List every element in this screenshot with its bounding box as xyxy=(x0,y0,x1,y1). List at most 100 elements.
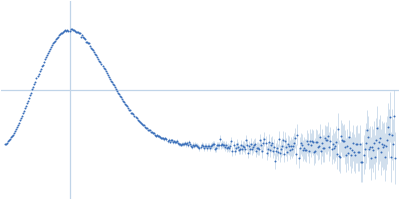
Point xyxy=(111,83,117,87)
Point xyxy=(357,143,364,146)
Point xyxy=(264,147,271,150)
Point xyxy=(34,75,41,78)
Point xyxy=(74,30,80,33)
Point xyxy=(194,144,201,147)
Point xyxy=(28,91,34,94)
Point xyxy=(142,125,148,129)
Point xyxy=(125,106,132,109)
Point xyxy=(176,142,182,146)
Point xyxy=(305,143,311,146)
Point xyxy=(136,120,142,123)
Point xyxy=(42,55,49,58)
Point xyxy=(281,152,287,155)
Point xyxy=(36,69,43,72)
Point xyxy=(234,142,240,145)
Point xyxy=(229,150,236,153)
Point xyxy=(236,148,242,151)
Point xyxy=(170,140,177,143)
Point xyxy=(298,143,305,147)
Point xyxy=(134,118,141,121)
Point xyxy=(108,79,114,82)
Point xyxy=(261,137,268,140)
Point xyxy=(127,109,134,112)
Point xyxy=(371,141,377,144)
Point xyxy=(304,140,310,143)
Point xyxy=(214,144,220,147)
Point xyxy=(251,143,257,147)
Point xyxy=(115,92,121,95)
Point xyxy=(68,28,75,31)
Point xyxy=(390,143,397,146)
Point xyxy=(116,93,122,96)
Point xyxy=(70,28,77,32)
Point xyxy=(274,146,280,149)
Point xyxy=(336,154,342,157)
Point xyxy=(247,147,253,150)
Point xyxy=(198,143,205,146)
Point xyxy=(302,148,308,151)
Point xyxy=(221,144,228,147)
Point xyxy=(388,156,394,159)
Point xyxy=(200,146,207,150)
Point xyxy=(349,148,355,152)
Point xyxy=(126,108,132,112)
Point xyxy=(242,147,248,150)
Point xyxy=(64,29,71,32)
Point xyxy=(31,83,38,86)
Point xyxy=(14,125,20,128)
Point xyxy=(230,143,237,147)
Point xyxy=(156,135,162,138)
Point xyxy=(172,140,179,143)
Point xyxy=(122,103,128,106)
Point xyxy=(56,33,62,37)
Point xyxy=(253,149,260,152)
Point xyxy=(27,93,34,96)
Point xyxy=(148,131,154,134)
Point xyxy=(338,135,344,138)
Point xyxy=(321,147,328,150)
Point xyxy=(16,121,22,125)
Point xyxy=(294,133,301,136)
Point xyxy=(268,142,275,145)
Point xyxy=(270,145,277,149)
Point xyxy=(47,48,53,51)
Point xyxy=(185,143,191,147)
Point xyxy=(346,136,352,139)
Point xyxy=(385,125,392,129)
Point xyxy=(226,146,233,149)
Point xyxy=(79,34,85,37)
Point xyxy=(345,152,351,155)
Point xyxy=(38,64,45,68)
Point xyxy=(216,144,222,147)
Point xyxy=(177,143,183,146)
Point xyxy=(1,143,8,146)
Point xyxy=(257,139,264,142)
Point xyxy=(316,144,322,147)
Point xyxy=(98,63,105,66)
Point xyxy=(72,30,79,33)
Point xyxy=(384,138,390,142)
Point xyxy=(372,155,378,158)
Point xyxy=(199,144,206,147)
Point xyxy=(99,65,106,68)
Point xyxy=(275,151,281,154)
Point xyxy=(278,147,284,150)
Point xyxy=(93,54,100,57)
Point xyxy=(318,149,324,153)
Point xyxy=(220,143,226,146)
Point xyxy=(307,139,313,142)
Point xyxy=(328,148,335,151)
Point xyxy=(6,139,12,142)
Point xyxy=(191,144,198,147)
Point xyxy=(368,145,375,149)
Point xyxy=(389,133,396,136)
Point xyxy=(391,114,398,117)
Point xyxy=(296,146,303,149)
Point xyxy=(292,136,299,140)
Point xyxy=(378,150,384,153)
Point xyxy=(138,122,145,125)
Point xyxy=(55,35,61,38)
Point xyxy=(279,145,285,148)
Point xyxy=(187,143,193,146)
Point xyxy=(186,140,192,143)
